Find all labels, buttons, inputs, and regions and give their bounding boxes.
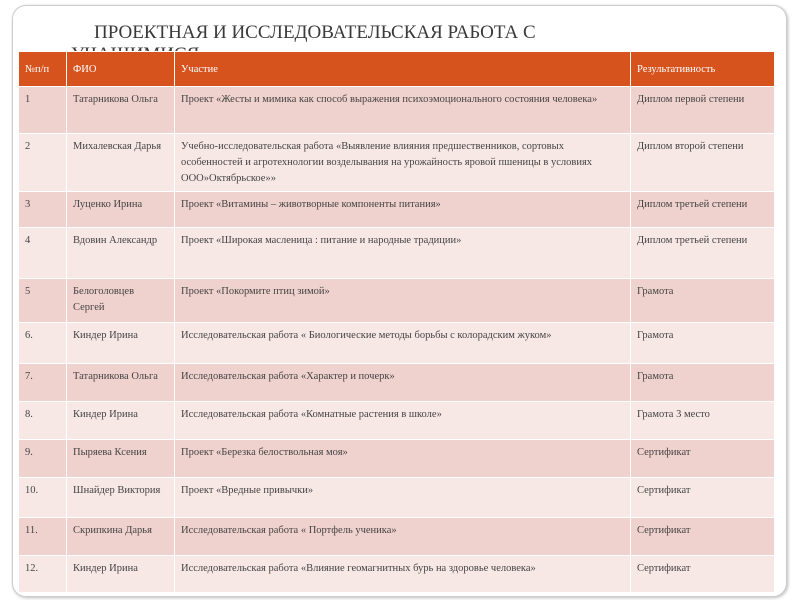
table-cell: 10. [18,477,67,518]
table-cell: 11. [18,517,67,556]
table-cell: Пыряева Ксения [66,439,175,478]
table-cell: Исследовательская работа «Комнатные раст… [174,401,631,440]
table-cell: 1 [18,86,67,134]
table-cell: Исследовательская работа « Биологические… [174,322,631,364]
table-row: 2 Михалевская Дарья Учебно-исследовательск… [18,133,775,192]
table-cell: Исследовательская работа «Влияние геомаг… [174,555,631,593]
table-row: 7. Татарникова Ольга Исследовательская раб… [18,363,775,402]
table-cell: Грамота 3 место [630,401,775,440]
table-cell: Исследовательская работа « Портфель учен… [174,517,631,556]
header-cell: Участие [174,51,631,87]
table-cell: 2 [18,133,67,192]
header-cell: Результативность [630,51,775,87]
header-row: №п/п ФИО Участие Результативность [18,51,775,87]
table-cell: 3 [18,191,67,228]
table-cell: Диплом второй степени [630,133,775,192]
table-row: 1 Татарникова Ольга Проект «Жесты и мимика… [18,86,775,134]
header-cell: ФИО [66,51,175,87]
table-cell: Татарникова Ольга [66,363,175,402]
table-body: 1 Татарникова Ольга Проект «Жесты и мимика… [18,86,775,593]
table-cell: 8. [18,401,67,440]
table-cell: Диплом третьей степени [630,227,775,279]
table-cell: Проект «Жесты и мимика как способ выраже… [174,86,631,134]
table-cell: Грамота [630,363,775,402]
table-cell: Проект «Вредные привычки» [174,477,631,518]
table-cell: Луценко Ирина [66,191,175,228]
table-cell: Сертификат [630,439,775,478]
table-cell: 9. [18,439,67,478]
table-row: 3 Луценко Ирина Проект «Витамины – животво… [18,191,775,228]
table-cell: Михалевская Дарья [66,133,175,192]
table-cell: Диплом третьей степени [630,191,775,228]
table-row: 12. Киндер Ирина Исследовательская работа … [18,555,775,593]
table-cell: Диплом первой степени [630,86,775,134]
table-cell: Проект «Березка белоствольная моя» [174,439,631,478]
table-row: 4 Вдовин Александр Проект «Широкая маслени… [18,227,775,279]
table-cell: Белоголовцев Сергей [66,278,175,323]
table-row: 11. Скрипкина Дарья Исследовательская рабо… [18,517,775,556]
table-cell: Киндер Ирина [66,322,175,364]
table-cell: Вдовин Александр [66,227,175,279]
table-cell: 6. [18,322,67,364]
slide: ПРОЕКТНАЯ И ИССЛЕДОВАТЕЛЬСКАЯ РАБОТА С У… [12,5,787,597]
table-cell: Исследовательская работа «Характер и поч… [174,363,631,402]
header-cell: №п/п [18,51,67,87]
table-cell: Сертификат [630,477,775,518]
table-cell: Шнайдер Виктория [66,477,175,518]
table-cell: Учебно-исследовательская работа «Выявлен… [174,133,631,192]
table-cell: 7. [18,363,67,402]
table-cell: Грамота [630,322,775,364]
table-cell: Проект «Витамины – животворные компонент… [174,191,631,228]
table-row: 10. Шнайдер Виктория Проект «Вредные привы… [18,477,775,518]
table-cell: Сертификат [630,517,775,556]
table-cell: Проект «Покормите птиц зимой» [174,278,631,323]
table-cell: Киндер Ирина [66,401,175,440]
table-cell: 12. [18,555,67,593]
table-cell: Татарникова Ольга [66,86,175,134]
table-cell: Скрипкина Дарья [66,517,175,556]
table-cell: Сертификат [630,555,775,593]
table-row: 9. Пыряева Ксения Проект «Березка белоство… [18,439,775,478]
table-cell: 4 [18,227,67,279]
table-row: 8. Киндер Ирина Исследовательская работа «… [18,401,775,440]
table-cell: Проект «Широкая масленица : питание и на… [174,227,631,279]
table-row: 6. Киндер Ирина Исследовательская работа «… [18,322,775,364]
table-cell: 5 [18,278,67,323]
table-cell: Киндер Ирина [66,555,175,593]
results-table: №п/п ФИО Участие Результативность 1 Татарник… [18,51,775,593]
table-cell: Грамота [630,278,775,323]
table-row: 5 Белоголовцев Сергей Проект «Покормите пт… [18,278,775,323]
